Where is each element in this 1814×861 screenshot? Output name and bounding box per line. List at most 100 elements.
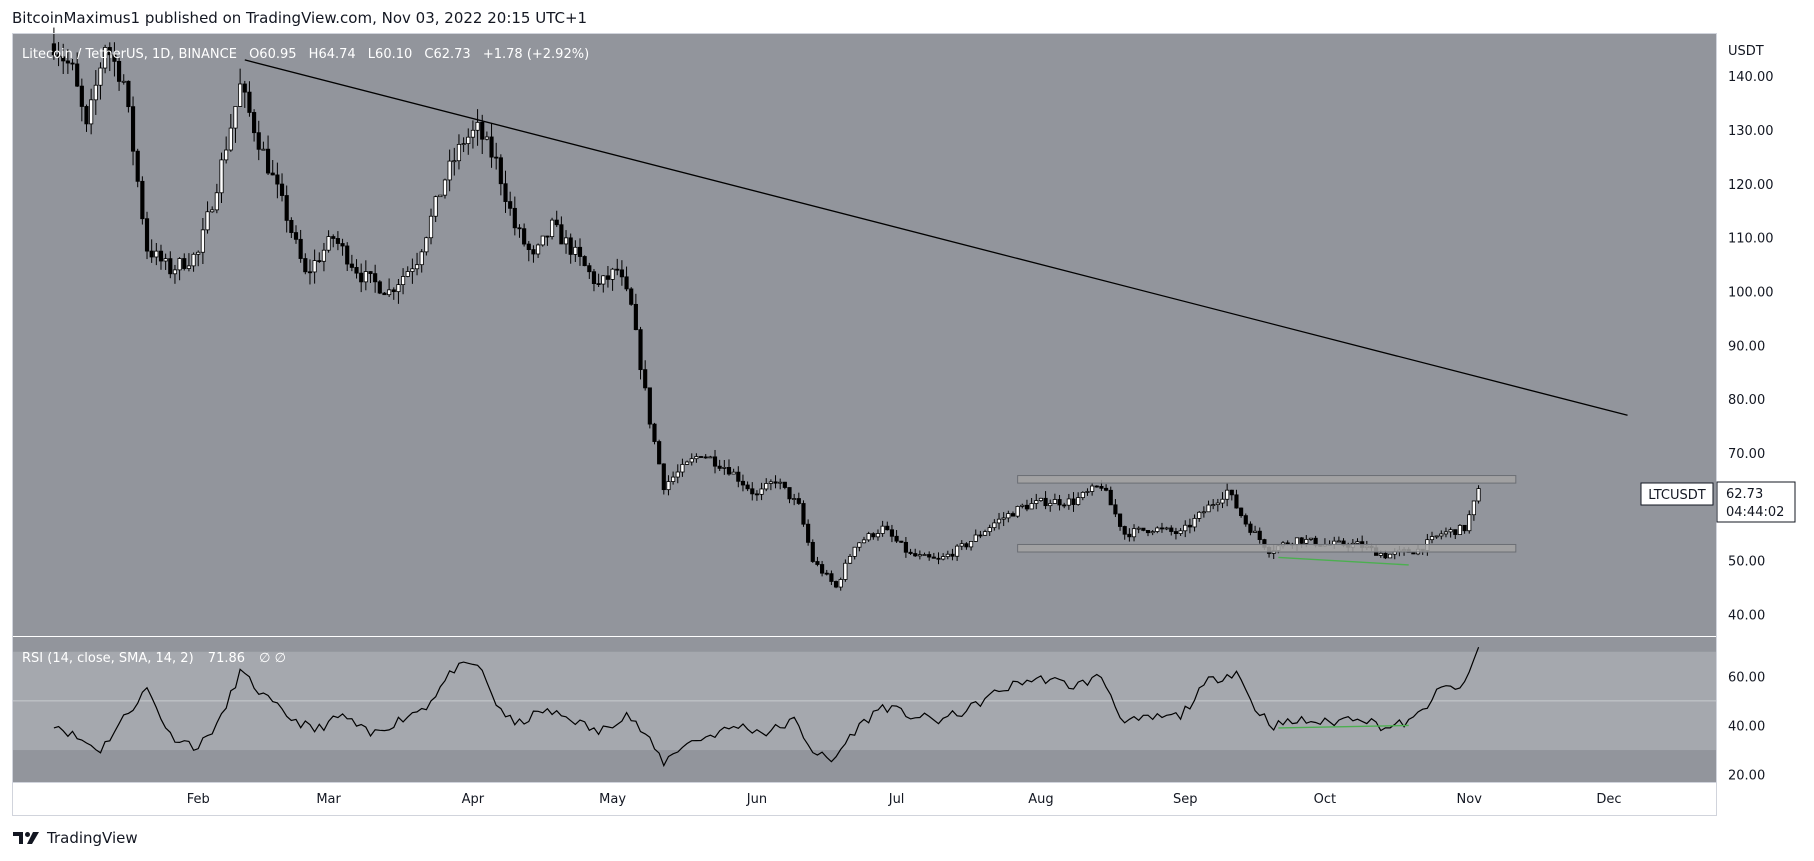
candle-body <box>1216 503 1219 505</box>
candle-body <box>578 247 581 256</box>
candle <box>141 176 144 224</box>
time-tick-label: Sep <box>1173 792 1198 807</box>
candle-body <box>1333 541 1336 544</box>
legend-symbol: Litecoin / TetherUS, 1D, BINANCE <box>22 47 237 62</box>
candle-body <box>1384 553 1387 558</box>
candle-body <box>802 503 805 524</box>
candle-body <box>602 276 605 284</box>
candle-body <box>1179 531 1182 534</box>
candle-body <box>769 482 772 484</box>
last-price-label: 62.73 <box>1726 487 1763 502</box>
candle-body <box>378 282 381 293</box>
candle-body <box>369 272 372 274</box>
legend-open: 60.95 <box>259 47 296 62</box>
candle-body <box>555 220 558 225</box>
time-tick-label: Aug <box>1028 792 1053 807</box>
tradingview-branding[interactable]: TradingView <box>13 829 138 847</box>
candle <box>1016 506 1019 518</box>
candle <box>1388 554 1391 558</box>
time-tick-label: Nov <box>1457 792 1483 807</box>
candle-body <box>1207 505 1210 512</box>
rsi-tick-label: 40.00 <box>1728 719 1765 734</box>
candle-body <box>299 239 302 258</box>
candle <box>811 539 814 563</box>
candle-body <box>546 236 549 237</box>
candle-body <box>1114 505 1117 514</box>
candle-body <box>1123 526 1126 534</box>
candle-body <box>676 472 679 477</box>
candle-body <box>1212 505 1215 506</box>
candle-body <box>131 107 134 152</box>
time-tick-label: Mar <box>316 792 341 807</box>
candle-body <box>988 528 991 532</box>
candle-body <box>276 175 279 184</box>
candle-body <box>383 293 386 295</box>
candle-body <box>634 304 637 329</box>
candle-body <box>1156 528 1159 532</box>
candle-body <box>522 229 525 244</box>
candle <box>834 581 837 589</box>
candle-body <box>1025 505 1028 509</box>
candle-body <box>620 270 623 277</box>
candle-body <box>1151 532 1154 533</box>
candle-body <box>569 238 572 255</box>
candle-body <box>616 269 619 270</box>
candle-body <box>443 180 446 195</box>
candle-body <box>774 482 777 483</box>
candle-body <box>709 457 712 458</box>
candle-body <box>187 266 190 269</box>
candle-body <box>495 157 498 158</box>
candle-body <box>220 160 223 193</box>
candle-body <box>657 442 660 464</box>
candle-body <box>262 149 265 150</box>
candle-body <box>755 494 758 495</box>
legend-close: 62.73 <box>433 47 470 62</box>
candle-body <box>294 233 297 240</box>
candle-body <box>346 246 349 264</box>
candle-body <box>448 161 451 180</box>
time-tick-label: Jun <box>746 792 767 807</box>
candle-body <box>783 482 786 487</box>
candle <box>630 287 633 306</box>
candle-body <box>411 269 414 272</box>
candle-body <box>792 499 795 500</box>
candle-body <box>834 581 837 587</box>
candle-body <box>406 272 409 277</box>
candle-body <box>518 228 521 229</box>
candle-body <box>145 219 148 251</box>
candle-body <box>606 276 609 280</box>
candle-body <box>797 499 800 504</box>
candle-body <box>1337 541 1340 542</box>
candle-body <box>332 237 335 239</box>
candle-body <box>588 266 591 272</box>
candle-body <box>806 524 809 542</box>
candle-body <box>858 543 861 547</box>
candle-body <box>420 252 423 265</box>
candle-body <box>201 230 204 252</box>
price-axis-unit: USDT <box>1728 44 1764 59</box>
rsi-axis[interactable]: 60.00 40.00 20.00 <box>1728 670 1765 783</box>
candle-body <box>1235 495 1238 508</box>
candle-body <box>937 558 940 559</box>
candle-body <box>229 128 232 150</box>
candle-body <box>327 237 330 251</box>
candle-body <box>364 272 367 282</box>
candle-body <box>1468 515 1471 531</box>
price-tick-label: 100.00 <box>1728 285 1774 300</box>
candle-body <box>853 547 856 556</box>
price-tick-label: 140.00 <box>1728 70 1774 85</box>
candle <box>648 388 651 429</box>
candle-body <box>425 238 428 252</box>
candle-body <box>238 84 241 106</box>
candle-body <box>341 244 344 246</box>
time-axis[interactable]: Feb Mar Apr May Jun Jul Aug Sep Oct Nov Dec <box>187 792 1622 807</box>
candle-body <box>1011 514 1014 517</box>
price-axis[interactable]: 140.00 130.00 120.00 110.00 100.00 90.00 80.00… <box>1728 70 1774 623</box>
candle-body <box>1202 512 1205 513</box>
candle-body <box>1440 534 1443 536</box>
candle-body <box>1388 554 1391 558</box>
candle-body <box>560 225 563 244</box>
candle <box>136 149 139 187</box>
candle-body <box>290 220 293 232</box>
